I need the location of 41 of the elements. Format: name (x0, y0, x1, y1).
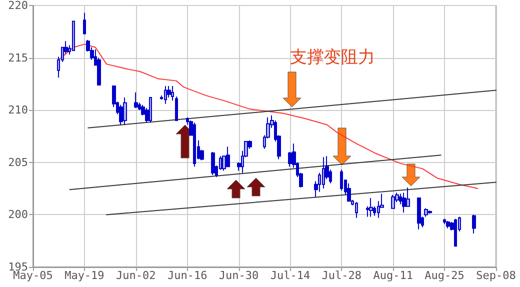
candlestick (123, 97, 127, 126)
y-tick-label: 205 (8, 156, 28, 169)
y-tick-label: 215 (8, 51, 28, 64)
x-tick-label: Jun-30 (218, 269, 259, 282)
x-tick-label: Jul-14 (270, 269, 310, 282)
candlestick (226, 146, 230, 168)
candlestick (355, 202, 358, 218)
x-tick-label: Jun-02 (116, 269, 156, 282)
line-series (58, 44, 478, 190)
x-tick-label: Aug-11 (373, 269, 413, 282)
candlestick (391, 194, 395, 209)
x-tick-label: Jun-16 (167, 269, 208, 282)
y-tick-label: 220 (8, 0, 28, 12)
candlestick (134, 92, 138, 109)
candlestick (472, 214, 476, 234)
candlestick (211, 151, 215, 176)
x-tick-label: May-19 (64, 269, 104, 282)
x-tick-label: Aug-25 (424, 269, 464, 282)
x-tick-label: Jul-28 (322, 269, 362, 282)
candlestick (369, 197, 373, 218)
candlestick (83, 12, 86, 34)
candlestick (340, 169, 343, 192)
y-tick-label: 210 (8, 104, 28, 117)
candlestick (443, 218, 446, 225)
candlestick (428, 210, 432, 214)
candlestick (347, 182, 351, 202)
candlestick (446, 220, 450, 229)
candlestick (454, 218, 457, 247)
x-tick-label: May-05 (13, 269, 53, 282)
candlestick (149, 97, 152, 124)
candlestick (193, 122, 196, 168)
annotation: 支撑变阻力 (290, 48, 375, 68)
y-tick-label: 200 (8, 208, 28, 222)
candlestick (175, 96, 178, 122)
x-tick-label: Sep-08 (476, 269, 516, 282)
candlestick (424, 208, 428, 218)
candlestick (171, 86, 174, 102)
candlestick (72, 20, 75, 51)
candlestick (164, 86, 167, 104)
candlestick (322, 156, 325, 190)
candlestick (417, 197, 421, 230)
